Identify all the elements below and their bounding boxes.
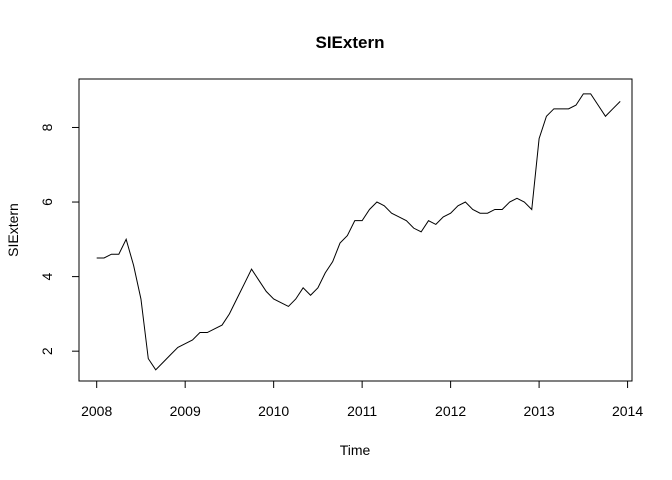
y-tick-label: 4 [39, 273, 55, 281]
series-line [96, 93, 621, 371]
x-axis-label: Time [340, 442, 371, 458]
x-tick-label: 2013 [524, 403, 555, 419]
y-tick-label: 2 [39, 347, 55, 355]
plot-frame [78, 78, 633, 382]
x-tick-label: 2011 [347, 403, 377, 419]
y-axis-label: SIExtern [5, 203, 21, 257]
y-axis: 2 4 6 8 [39, 123, 79, 355]
y-tick-label: 8 [39, 123, 55, 131]
x-tick-label: 2012 [435, 403, 466, 419]
x-tick-label: 2014 [612, 403, 643, 419]
x-axis: 2008 2009 2010 2011 2012 2013 2014 [81, 381, 643, 419]
x-tick-label: 2010 [258, 403, 289, 419]
y-tick-label: 6 [39, 198, 55, 206]
x-tick-label: 2009 [170, 403, 201, 419]
x-tick-label: 2008 [81, 403, 112, 419]
chart-title: SIExtern [316, 33, 385, 52]
